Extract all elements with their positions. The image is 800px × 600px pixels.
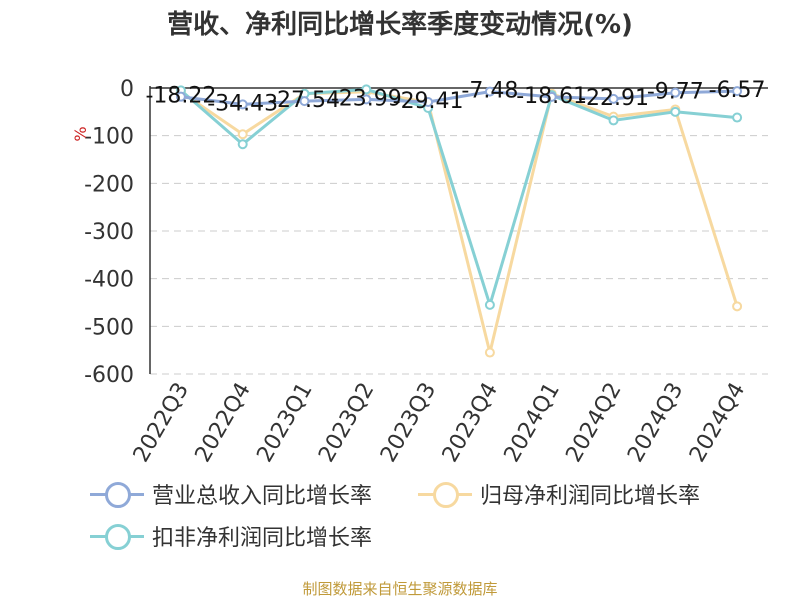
data-point bbox=[546, 91, 557, 102]
y-axis-label: % bbox=[71, 126, 90, 141]
data-point bbox=[670, 106, 681, 117]
data-point bbox=[484, 347, 495, 358]
data-point bbox=[608, 93, 619, 104]
y-tick-label: -500 bbox=[84, 315, 134, 340]
data-point bbox=[732, 86, 743, 97]
x-tick-label: 2024Q2 bbox=[561, 379, 626, 467]
series-line bbox=[180, 90, 739, 355]
x-tick-label: 2023Q3 bbox=[376, 378, 441, 466]
data-label: -18.61 bbox=[516, 84, 587, 109]
y-tick-label: -200 bbox=[84, 172, 134, 197]
series-line bbox=[180, 89, 738, 106]
y-tick-label: -400 bbox=[84, 268, 134, 293]
x-tick-label: 2023Q1 bbox=[252, 379, 317, 467]
legend-item-revenue[interactable]: 营业总收入同比增长率 bbox=[90, 478, 372, 510]
data-point bbox=[484, 299, 495, 310]
series-line bbox=[179, 87, 738, 307]
x-tick-label: 2024Q4 bbox=[685, 379, 750, 467]
data-point bbox=[732, 301, 743, 312]
y-tick-label: -100 bbox=[84, 125, 134, 150]
source-note: 制图数据来自恒生聚源数据库 bbox=[302, 580, 498, 598]
x-tick-label: 2023Q4 bbox=[438, 379, 503, 467]
data-label: -34.43 bbox=[207, 91, 278, 116]
x-tick-label: 2022Q3 bbox=[129, 379, 194, 467]
data-label: -22.91 bbox=[578, 86, 649, 111]
data-point bbox=[237, 139, 248, 150]
data-point bbox=[237, 99, 248, 110]
y-tick-label: -300 bbox=[84, 220, 134, 245]
data-point bbox=[608, 115, 619, 126]
y-tick-label: 0 bbox=[120, 77, 134, 102]
data-point bbox=[361, 94, 372, 105]
data-point bbox=[484, 86, 495, 97]
data-point bbox=[423, 97, 434, 108]
data-point bbox=[670, 87, 681, 98]
data-label: -7.48 bbox=[461, 79, 518, 104]
data-label: -18.22 bbox=[145, 84, 216, 109]
data-label: -29.41 bbox=[393, 89, 464, 114]
legend-label: 营业总收入同比增长率 bbox=[152, 484, 373, 509]
data-point bbox=[175, 91, 186, 102]
data-label: -23.99 bbox=[331, 86, 402, 111]
chart-title: 营收、净利同比增长率季度变动情况(%) bbox=[167, 10, 633, 40]
legend-label: 归母净利润同比增长率 bbox=[480, 484, 701, 509]
data-label: -27.54 bbox=[269, 88, 340, 113]
legend-label: 扣非净利润同比增长率 bbox=[152, 526, 373, 551]
x-tick-label: 2024Q1 bbox=[500, 379, 565, 467]
x-tick-label: 2024Q3 bbox=[623, 379, 688, 467]
legend-item-deducted-profit[interactable]: 扣非净利润同比增长率 bbox=[90, 520, 372, 552]
y-tick-label: -600 bbox=[84, 363, 134, 388]
data-point bbox=[732, 112, 743, 123]
data-label: -6.57 bbox=[709, 78, 766, 103]
x-tick-label: 2022Q4 bbox=[191, 379, 256, 467]
legend-item-net-profit[interactable]: 归母净利润同比增长率 bbox=[418, 478, 700, 510]
legend-marker-icon bbox=[90, 481, 144, 508]
data-point bbox=[237, 129, 248, 140]
data-point bbox=[299, 96, 310, 107]
data-point bbox=[361, 84, 372, 95]
legend-marker-icon bbox=[90, 523, 144, 550]
data-label: -9.77 bbox=[647, 80, 704, 105]
legend-marker-icon bbox=[418, 481, 472, 508]
x-tick-label: 2023Q2 bbox=[314, 379, 379, 467]
